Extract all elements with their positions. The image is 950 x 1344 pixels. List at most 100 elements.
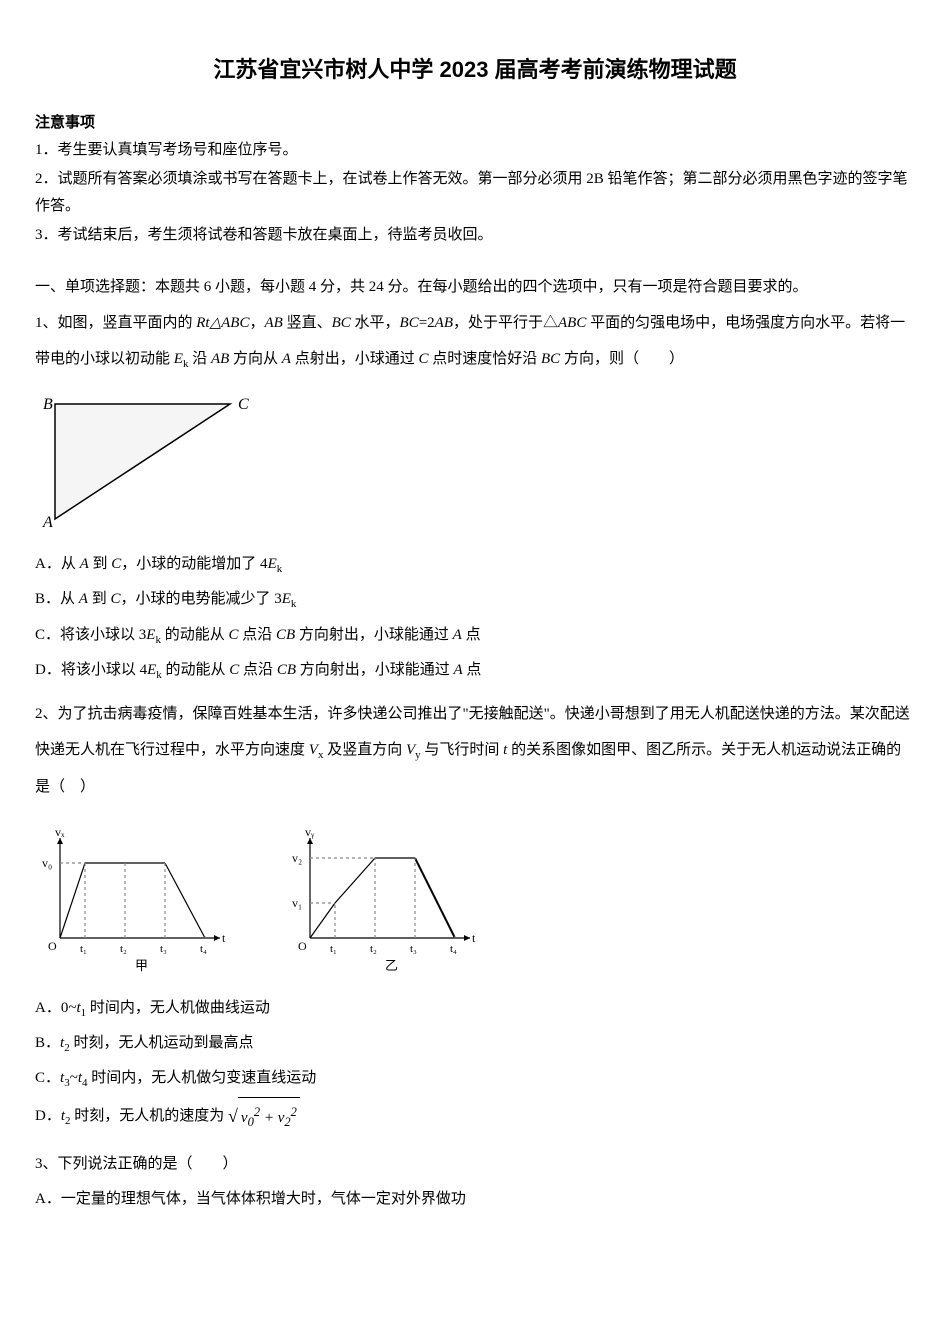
q2d-plus: + [260,1110,278,1126]
sqrt-content: v02 + v22 [238,1097,300,1137]
q1b-k: k [291,598,297,610]
q3-text: 3、下列说法正确的是（ ） [35,1146,915,1182]
q1b-C: C [110,591,120,607]
q1-ab2: AB [435,315,453,331]
q1-abc2: ABC [558,315,586,331]
notice-header: 注意事项 [35,110,915,137]
q1d-C: C [229,662,239,678]
q1-p23: 方向，则（ ） [560,351,684,367]
q1d-E: E [147,662,156,678]
q2a-end: 时间内，无人机做曲线运动 [86,1000,270,1016]
q1c-p3: 点沿 [238,627,276,643]
q1a-k: k [277,563,283,575]
svg-text:t₃: t₃ [160,943,167,955]
q1-p8: 水平， [351,315,400,331]
q2c-p1: C． [35,1070,60,1086]
q1-bc2: BC [400,315,419,331]
q1c-p1: C．将该小球以 3 [35,627,146,643]
q2-text: 2、为了抗击病毒疫情，保障百姓基本生活，许多快递公司推出了"无接触配送"。快递小… [35,696,915,804]
q1c-CB: CB [276,627,295,643]
q1d-p2: 的动能从 [162,662,230,678]
q1-p15: 沿 [188,351,211,367]
question-2: 2、为了抗击病毒疫情，保障百姓基本生活，许多快递公司推出了"无接触配送"。快递小… [35,696,915,1138]
q1a-C: C [111,556,121,572]
q2-vx: V [309,742,318,758]
q1-figure: BCA [35,389,915,529]
q2b-p1: B． [35,1035,60,1051]
q2b-end: 时刻，无人机运动到最高点 [70,1035,254,1051]
svg-text:t₂: t₂ [120,943,127,955]
q3-option-a: A．一定量的理想气体，当气体体积增大时，气体一定对外界做功 [35,1182,915,1217]
q2d-p1: D． [35,1109,61,1125]
q1b-p2: 到 [88,591,111,607]
chart-jia: t₁t₂t₃t₄v₀vₓOt甲 [35,823,245,973]
svg-text:t₁: t₁ [330,943,337,955]
q1-option-a: A．从 A 到 C，小球的动能增加了 4Ek [35,547,915,582]
q1-text: 1、如图，竖直平面内的 Rt△ABC，AB 竖直、BC 水平，BC=2AB，处于… [35,305,915,377]
q1-c1: C [418,351,428,367]
q1b-p3: ，小球的电势能减少了 3 [120,591,281,607]
q2c-end: 时间内，无人机做匀变速直线运动 [87,1070,316,1086]
q2d-v2sup: 2 [291,1105,297,1119]
q2-option-a: A．0~t1 时间内，无人机做曲线运动 [35,991,915,1026]
q1-p6: 竖直、 [283,315,332,331]
q1-p4: ， [249,315,264,331]
q1d-CB: CB [277,662,296,678]
svg-text:甲: 甲 [135,958,148,973]
q1-option-c: C．将该小球以 3Ek 的动能从 C 点沿 CB 方向射出，小球能通过 A 点 [35,618,915,653]
svg-text:t₄: t₄ [200,943,207,955]
svg-text:v₁: v₁ [292,896,302,910]
q1d-p3: 点沿 [239,662,277,678]
q1-a1: A [282,351,291,367]
q2-option-c: C．t3~t4 时间内，无人机做匀变速直线运动 [35,1061,915,1096]
svg-text:O: O [48,939,57,953]
q1-p21: 点时速度恰好沿 [429,351,542,367]
q1-bc1: BC [332,315,351,331]
q2d-mid: 时刻，无人机的速度为 [71,1109,225,1125]
triangle-diagram: BCA [35,389,255,529]
svg-text:O: O [298,939,307,953]
svg-text:C: C [238,396,249,413]
q1-bc3: BC [541,351,560,367]
chart-yi: t₁t₂t₃t₄v₁v₂vᵧOt乙 [285,823,495,973]
q1b-A: A [79,591,88,607]
q1c-p2: 的动能从 [161,627,229,643]
q2d-sqrt: √v02 + v22 [228,1096,300,1137]
instruction-1: 1．考生要认真填写考场号和座位序号。 [35,137,915,164]
q1c-p4: 方向射出，小球能通过 [295,627,453,643]
q1c-p5: 点 [462,627,481,643]
q2-option-b: B．t2 时刻，无人机运动到最高点 [35,1026,915,1061]
section1-intro: 一、单项选择题：本题共 6 小题，每小题 4 分，共 24 分。在每小题给出的四… [35,269,915,305]
q2-option-d: D．t2 时刻，无人机的速度为 √v02 + v22 [35,1096,915,1137]
q1c-A: A [453,627,462,643]
svg-text:vᵧ: vᵧ [305,825,315,839]
instruction-2: 2．试题所有答案必须填涂或书写在答题卡上，在试卷上作答无效。第一部分必须用 2B… [35,166,915,220]
q1a-p3: ，小球的动能增加了 4 [121,556,267,572]
q1c-C: C [228,627,238,643]
svg-text:t₁: t₁ [80,943,87,955]
q1-option-b: B．从 A 到 C，小球的电势能减少了 3Ek [35,582,915,617]
q1-ab1: AB [265,315,283,331]
q1-ab3: AB [211,351,229,367]
q1d-p5: 点 [463,662,482,678]
q1a-p2: 到 [89,556,112,572]
svg-text:vₓ: vₓ [55,825,65,839]
q2d-v1: v [241,1110,248,1126]
sqrt-symbol: √ [228,1106,238,1126]
q1d-p1: D．将该小球以 4 [35,662,147,678]
q1-p10: =2 [419,315,435,331]
svg-text:B: B [43,396,53,413]
q1b-p1: B．从 [35,591,79,607]
q1-p12: ，处于平行于△ [453,315,558,331]
q2a-p1: A．0~ [35,1000,76,1016]
svg-text:t₄: t₄ [450,943,457,955]
q2c-tilde: ~ [70,1070,78,1086]
q1-option-d: D．将该小球以 4Ek 的动能从 C 点沿 CB 方向射出，小球能通过 A 点 [35,653,915,688]
q1-text-part: 1、如图，竖直平面内的 [35,315,196,331]
svg-text:t: t [222,931,226,945]
svg-text:v₂: v₂ [292,851,302,865]
svg-text:乙: 乙 [385,958,398,973]
q1-p19: 点射出，小球通过 [291,351,419,367]
q1-rt: Rt△ [196,315,221,331]
q2-p2: 及竖直方向 [323,742,406,758]
